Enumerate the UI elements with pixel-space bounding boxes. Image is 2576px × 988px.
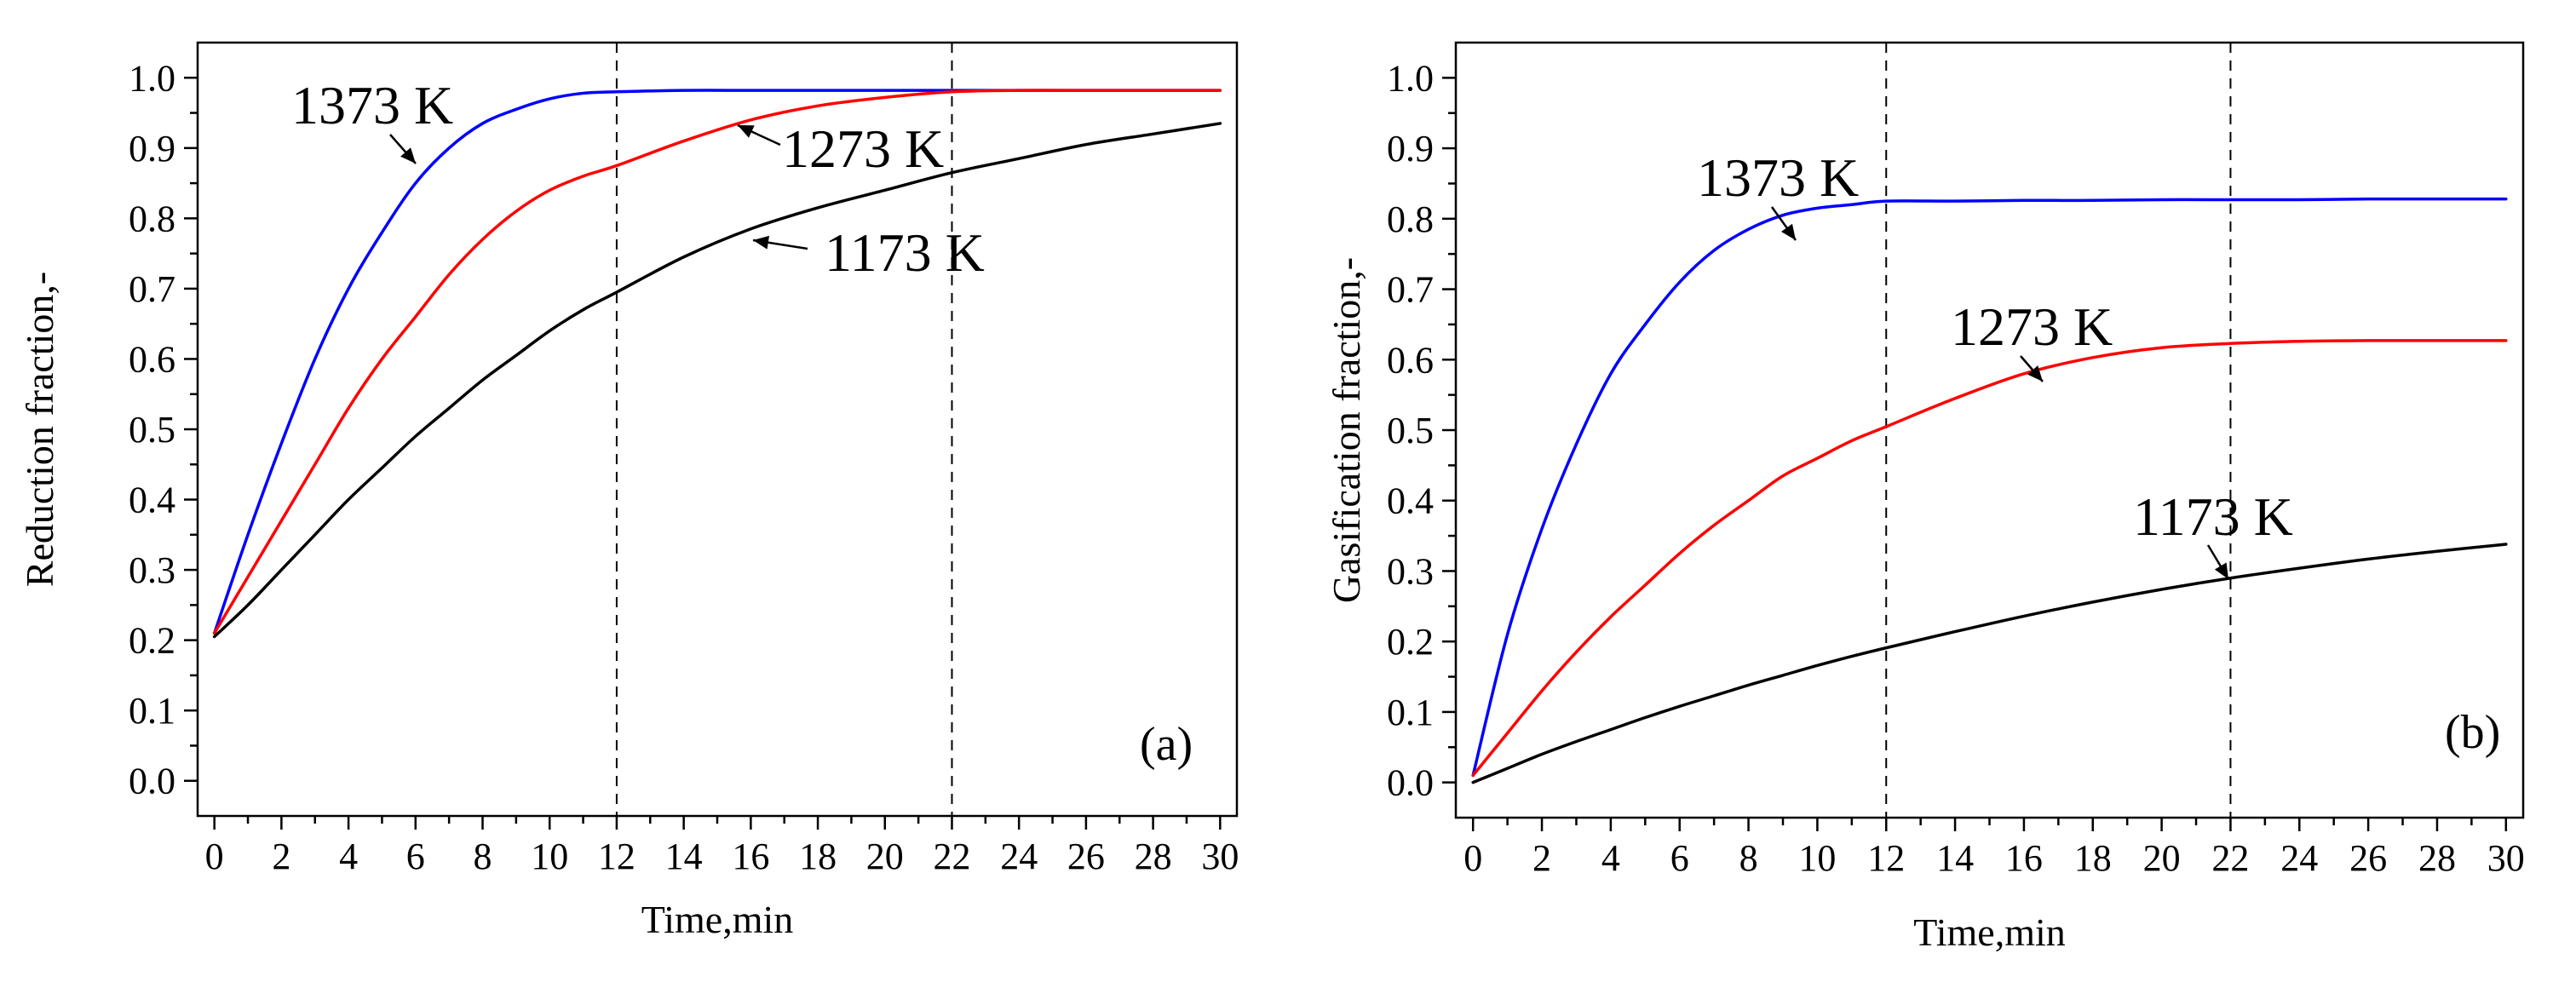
panel-b-x-tick-label: 30 (2487, 837, 2525, 879)
panel-b-x-tick-label: 18 (2074, 837, 2112, 879)
panel-a-arrowhead (753, 235, 770, 250)
panel-a-y-tick-label: 0.8 (129, 198, 175, 239)
panel-b-y-tick-label: 0.0 (1387, 762, 1434, 804)
panel-a-x-tick-label: 24 (1000, 836, 1038, 877)
panel-a-annotation-1273-K: 1273 K (782, 118, 944, 179)
panel-a-y-tick-label: 0.6 (129, 338, 175, 380)
panel-a-x-tick-label: 4 (339, 836, 358, 877)
panel-b-annotation-1273-K: 1273 K (1951, 296, 2113, 357)
panel-a-x-tick-label: 28 (1135, 836, 1172, 877)
panel-a-y-tick-label: 0.5 (129, 409, 175, 451)
panel-a-label: (a) (1140, 718, 1193, 771)
panel-a-x-tick-label: 0 (205, 836, 224, 877)
panel-a-x-tick-label: 2 (272, 836, 290, 877)
panel-b-x-tick-label: 22 (2211, 837, 2249, 879)
panel-b-x-tick-label: 26 (2349, 837, 2387, 879)
panel-b-series-1173-K (1471, 543, 2508, 784)
panel-b-arrowhead (2214, 562, 2228, 579)
panel-a-y-tick-label: 0.3 (129, 549, 175, 591)
panel-a-x-tick-label: 26 (1067, 836, 1105, 877)
panel-b-y-tick-label: 0.8 (1387, 198, 1434, 240)
panel-a-x-axis-title: Time,min (641, 898, 794, 941)
panel-b-x-tick-label: 2 (1532, 837, 1551, 879)
panel-b-frame (1454, 41, 2525, 819)
panel-a-frame (196, 41, 1239, 818)
panel-a-y-tick-label: 1.0 (129, 57, 175, 99)
panel-a-reduction-chart: 0 2 4 6 8 10 12 14 16 18 20 22 24 26 28 300.00.10.20.30… (18, 41, 1239, 941)
panel-b-x-tick-label: 0 (1463, 837, 1482, 879)
panel-b-y-tick-label: 1.0 (1387, 57, 1434, 99)
panel-b-x-tick-label: 10 (1798, 837, 1836, 879)
panel-a-y-tick-label: 0.1 (129, 690, 175, 732)
panel-b-y-tick-label: 0.5 (1387, 410, 1434, 451)
panel-a-x-tick-label: 6 (406, 836, 425, 877)
panel-a-arrowhead (400, 147, 416, 164)
panel-b-annotation-1373-K: 1373 K (1697, 147, 1859, 208)
panel-a-arrowhead (738, 125, 755, 138)
panel-b-x-tick-label: 4 (1601, 837, 1620, 879)
panel-a-y-tick-label: 0.9 (129, 128, 175, 169)
panel-a-y-axis-title: Reduction fraction,- (18, 272, 61, 587)
panel-a-x-tick-label: 22 (933, 836, 970, 877)
panel-a-y-tick-label: 0.7 (129, 268, 175, 310)
panel-b-x-tick-label: 16 (2005, 837, 2043, 879)
panel-b-x-tick-label: 8 (1739, 837, 1758, 879)
panel-a-x-tick-label: 12 (598, 836, 635, 877)
panel-b-x-axis-title: Time,min (1913, 910, 2066, 954)
panel-b-x-tick-label: 14 (1936, 837, 1974, 879)
panel-a-series-1173-K (212, 122, 1222, 639)
panel-b-x-tick-label: 24 (2280, 837, 2318, 879)
panel-a-x-tick-label: 16 (732, 836, 769, 877)
panel-a-y-tick-label: 0.4 (129, 480, 175, 521)
panel-a-x-tick-label: 18 (799, 836, 837, 877)
panel-b-x-tick-label: 28 (2418, 837, 2456, 879)
panel-a-x-tick-label: 20 (866, 836, 904, 877)
panel-a-annotation-1373-K: 1373 K (291, 75, 453, 135)
panel-b-arrowhead (1781, 223, 1796, 240)
panel-a-y-tick-label: 0.2 (129, 620, 175, 662)
panel-b-x-tick-label: 20 (2143, 837, 2181, 879)
panel-b-gasification-chart: 0 2 4 6 8 10 12 14 16 18 20 22 24 26 28 300.00.10.20.30… (1325, 41, 2525, 954)
panel-b-y-tick-label: 0.1 (1387, 692, 1434, 733)
panel-b-annotation-1173-K: 1173 K (2133, 486, 2293, 547)
panel-b-x-tick-label: 12 (1867, 837, 1905, 879)
panel-a-annotation-1173-K: 1173 K (825, 222, 985, 283)
panel-b-y-tick-label: 0.6 (1387, 339, 1434, 381)
panel-a-x-tick-label: 30 (1201, 836, 1239, 877)
panel-b-y-tick-label: 0.7 (1387, 269, 1434, 311)
panel-b-y-tick-label: 0.4 (1387, 480, 1434, 522)
panel-a-x-tick-label: 8 (474, 836, 492, 877)
panel-b-series-1273-K (1471, 339, 2508, 778)
panel-a-x-tick-label: 10 (531, 836, 568, 877)
panel-b-y-tick-label: 0.9 (1387, 128, 1434, 169)
panel-b-x-tick-label: 6 (1670, 837, 1689, 879)
panel-b-y-tick-label: 0.3 (1387, 550, 1434, 592)
panel-b-label: (b) (2445, 706, 2500, 759)
panel-a-y-tick-label: 0.0 (129, 761, 175, 802)
panel-b-series-1373-K (1471, 197, 2508, 778)
panel-b-y-tick-label: 0.2 (1387, 621, 1434, 663)
panel-a-series-1273-K (212, 89, 1222, 635)
panel-a-series-1373-K (212, 89, 1222, 635)
panel-b-y-axis-title: Gasification fraction,- (1325, 257, 1368, 603)
panel-b-arrowhead (2027, 365, 2043, 382)
panel-a-x-tick-label: 14 (665, 836, 703, 877)
